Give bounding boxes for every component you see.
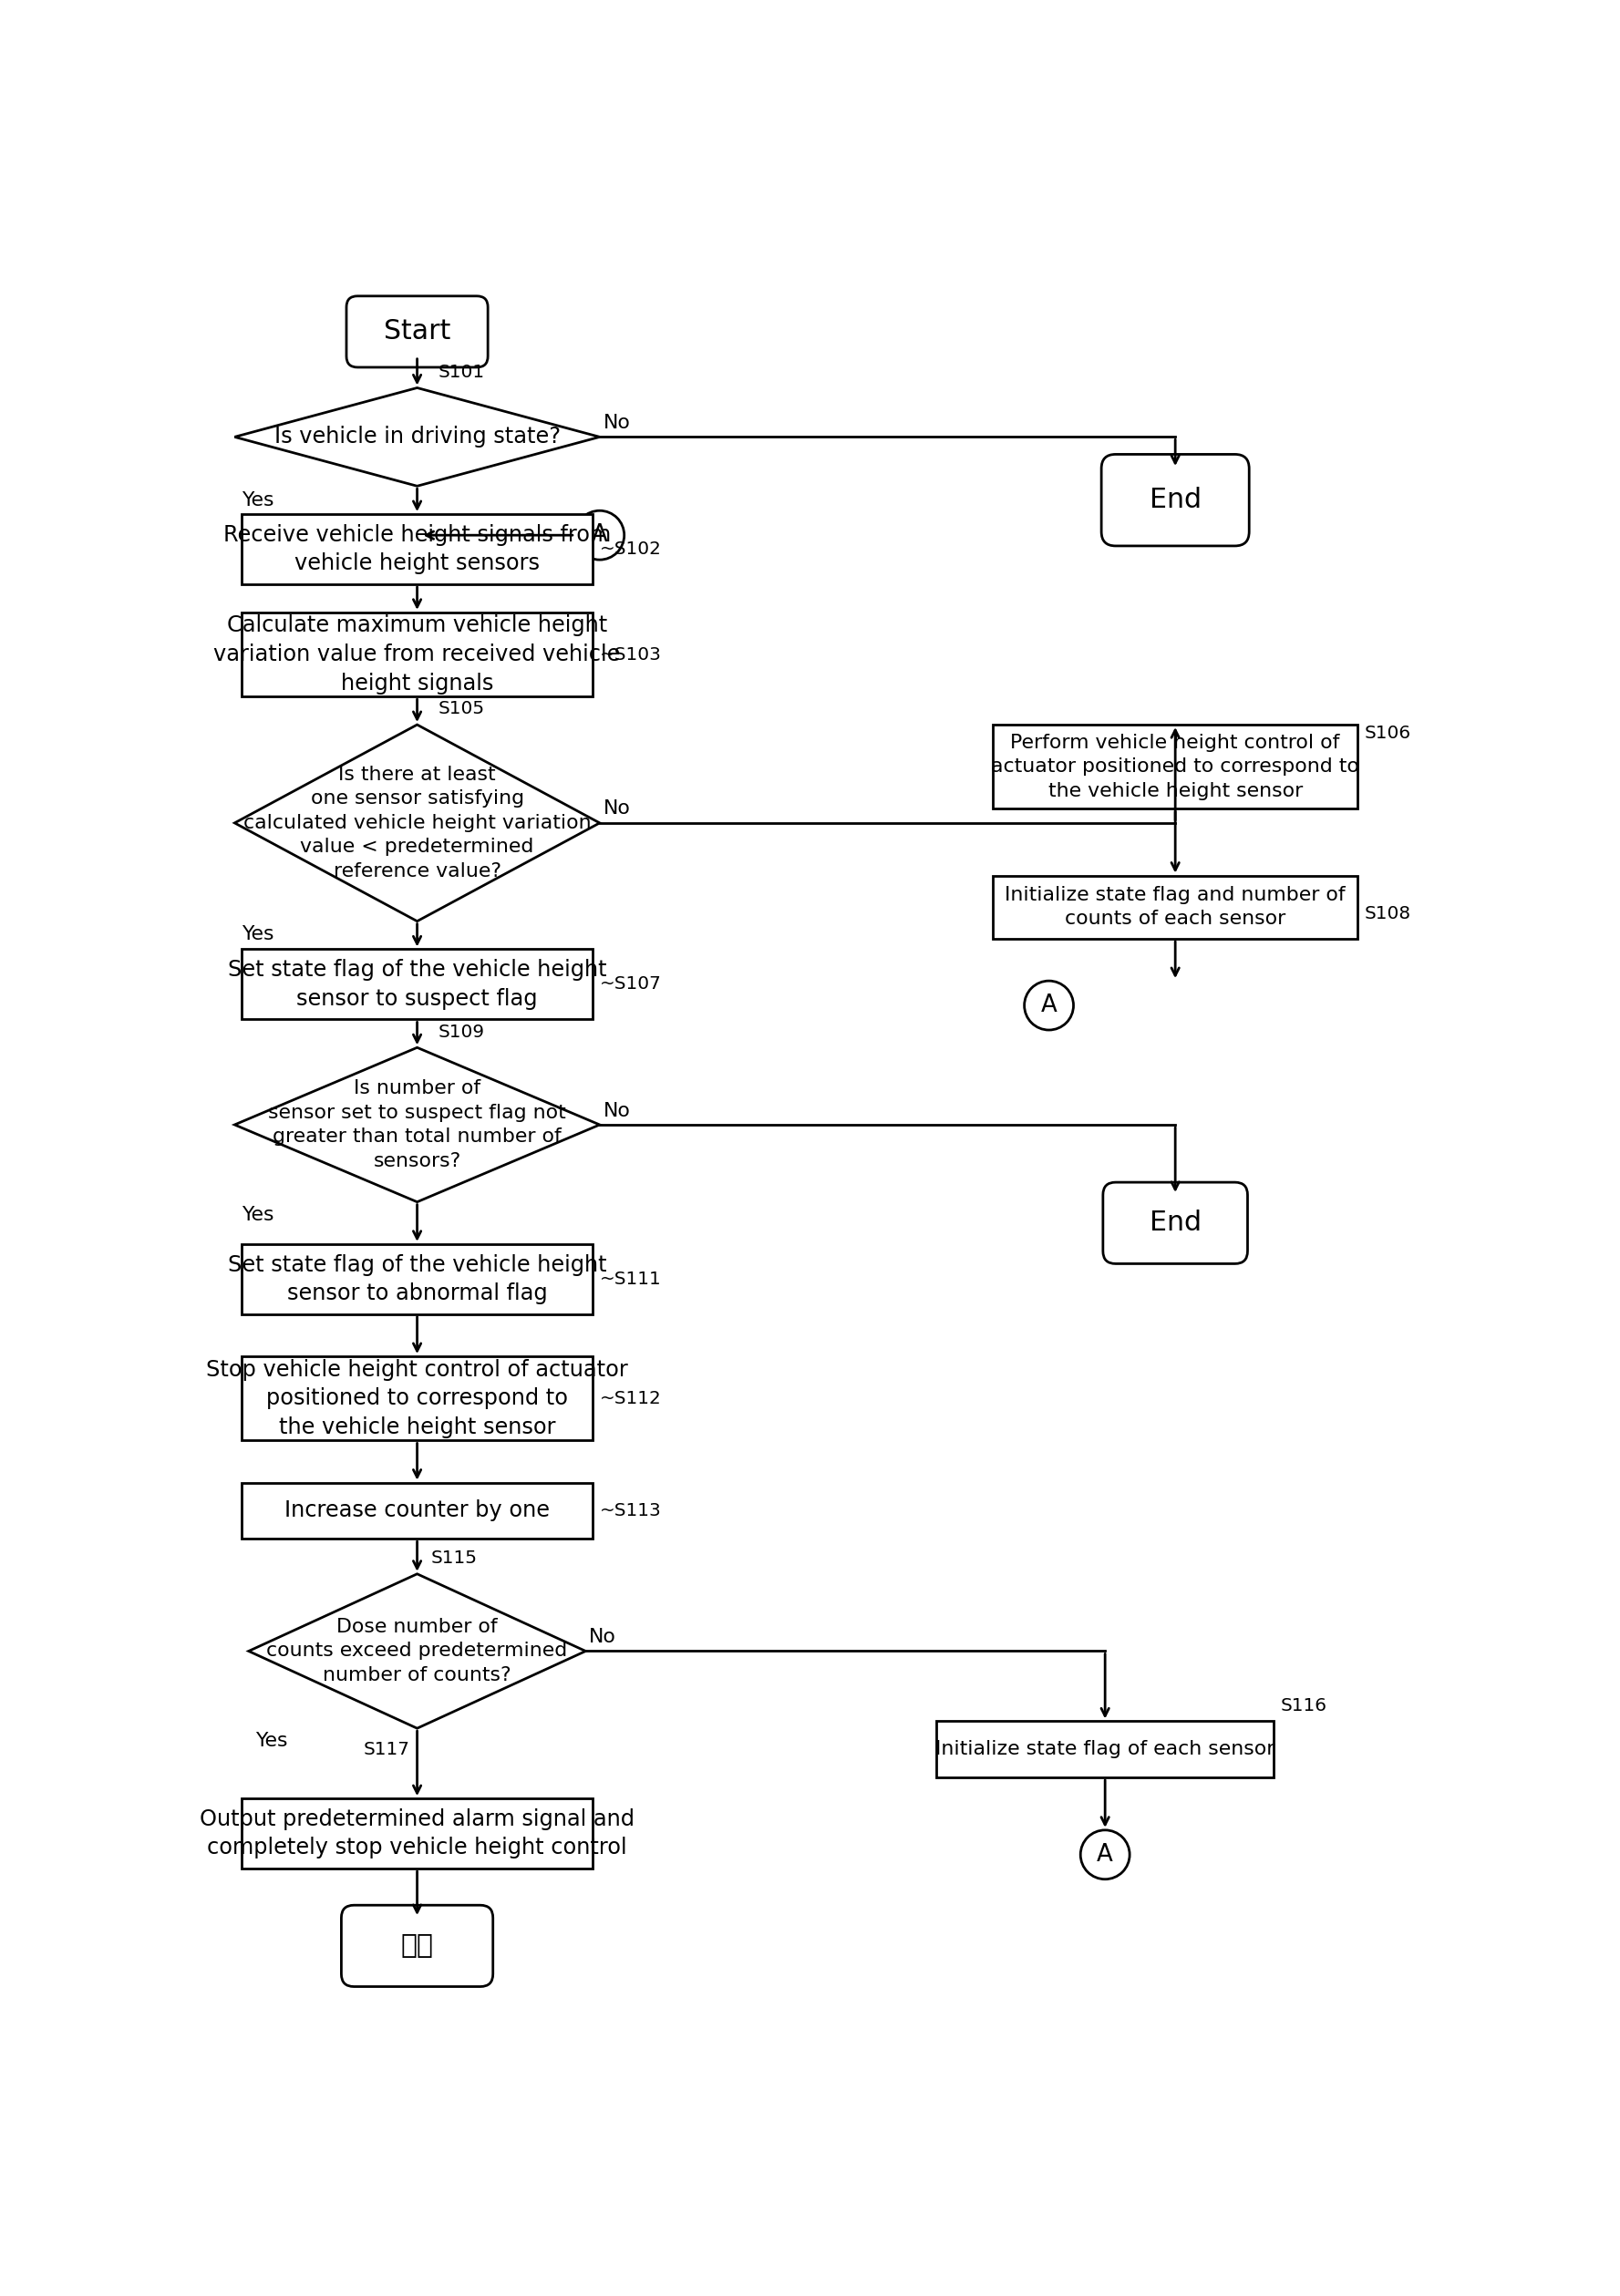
Text: ~S113: ~S113 — [599, 1502, 661, 1520]
Text: End: End — [1149, 487, 1202, 514]
Text: S109: S109 — [437, 1024, 484, 1040]
Bar — [241, 1798, 593, 1869]
Text: ~S111: ~S111 — [599, 1270, 661, 1288]
FancyBboxPatch shape — [342, 1906, 492, 1986]
Text: Yes: Yes — [256, 1731, 288, 1750]
Text: ~S107: ~S107 — [599, 976, 661, 994]
Bar — [241, 514, 593, 583]
Text: Yes: Yes — [241, 491, 274, 510]
Bar — [241, 1483, 593, 1538]
Bar — [993, 875, 1358, 939]
Text: Is vehicle in driving state?: Is vehicle in driving state? — [274, 427, 561, 448]
Text: No: No — [603, 799, 630, 817]
Text: S101: S101 — [437, 363, 484, 381]
Text: S106: S106 — [1364, 726, 1411, 742]
Text: Set state flag of the vehicle height
sensor to suspect flag: Set state flag of the vehicle height sen… — [228, 960, 606, 1010]
Text: Increase counter by one: Increase counter by one — [285, 1499, 549, 1522]
Circle shape — [575, 510, 624, 560]
Text: A: A — [591, 523, 608, 546]
Text: 종료: 종료 — [400, 1933, 434, 1958]
Text: Is there at least
one sensor satisfying
calculated vehicle height variation
valu: Is there at least one sensor satisfying … — [243, 765, 591, 879]
Circle shape — [1024, 980, 1074, 1031]
Text: Dose number of
counts exceed predetermined
number of counts?: Dose number of counts exceed predetermin… — [267, 1619, 567, 1685]
Text: ~S102: ~S102 — [599, 540, 661, 558]
Text: ~S112: ~S112 — [599, 1389, 661, 1407]
Polygon shape — [248, 1575, 585, 1729]
Text: S116: S116 — [1280, 1697, 1327, 1715]
Bar — [241, 1244, 593, 1313]
Text: Set state flag of the vehicle height
sensor to abnormal flag: Set state flag of the vehicle height sen… — [228, 1254, 606, 1304]
FancyBboxPatch shape — [1103, 1182, 1247, 1263]
Text: S105: S105 — [437, 700, 484, 719]
Text: S108: S108 — [1364, 905, 1411, 923]
Text: S117: S117 — [363, 1740, 410, 1759]
Text: Initialize state flag of each sensor: Initialize state flag of each sensor — [935, 1740, 1275, 1759]
Polygon shape — [235, 1047, 599, 1201]
Bar — [993, 726, 1358, 808]
Text: Yes: Yes — [241, 925, 274, 944]
Text: Initialize state flag and number of
counts of each sensor: Initialize state flag and number of coun… — [1004, 886, 1346, 928]
Text: A: A — [1097, 1844, 1113, 1867]
FancyBboxPatch shape — [1102, 455, 1249, 546]
FancyBboxPatch shape — [347, 296, 488, 367]
Text: ~S103: ~S103 — [599, 645, 661, 664]
Text: No: No — [603, 413, 630, 432]
Polygon shape — [235, 726, 599, 921]
Text: Calculate maximum vehicle height
variation value from received vehicle
height si: Calculate maximum vehicle height variati… — [214, 615, 620, 693]
Bar — [936, 1722, 1273, 1777]
Text: No: No — [603, 1102, 630, 1120]
Bar — [241, 1357, 593, 1440]
Bar — [241, 948, 593, 1019]
Text: Is number of
sensor set to suspect flag not
greater than total number of
sensors: Is number of sensor set to suspect flag … — [269, 1079, 565, 1171]
Polygon shape — [235, 388, 599, 487]
Text: S115: S115 — [431, 1550, 478, 1566]
Text: Stop vehicle height control of actuator
positioned to correspond to
the vehicle : Stop vehicle height control of actuator … — [206, 1359, 629, 1437]
Bar — [241, 613, 593, 696]
Text: Receive vehicle height signals from
vehicle height sensors: Receive vehicle height signals from vehi… — [224, 523, 611, 574]
Text: End: End — [1149, 1210, 1202, 1235]
Text: Start: Start — [384, 319, 450, 344]
Text: No: No — [590, 1628, 616, 1646]
Circle shape — [1081, 1830, 1129, 1878]
Text: A: A — [1040, 994, 1056, 1017]
Text: Perform vehicle height control of
actuator positioned to correspond to
the vehic: Perform vehicle height control of actuat… — [991, 735, 1359, 799]
Text: Yes: Yes — [241, 1205, 274, 1224]
Text: Output predetermined alarm signal and
completely stop vehicle height control: Output predetermined alarm signal and co… — [199, 1809, 635, 1860]
